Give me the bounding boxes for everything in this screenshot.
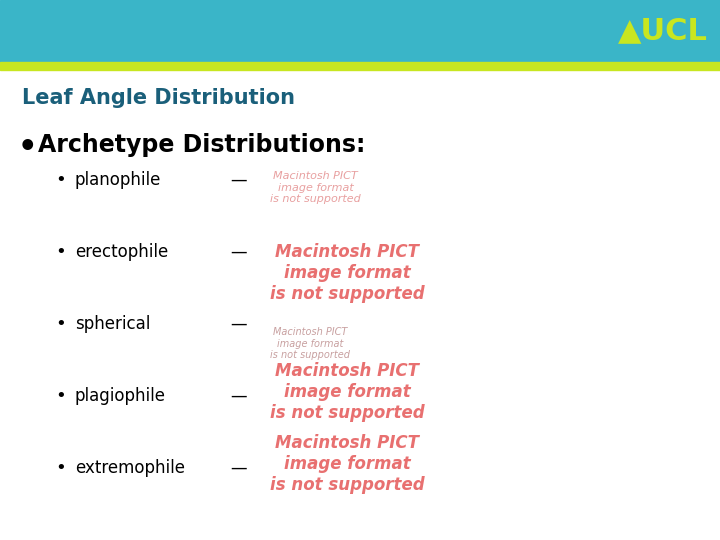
Text: spherical: spherical	[75, 315, 150, 333]
Text: •: •	[55, 171, 66, 189]
Text: •: •	[55, 243, 66, 261]
Text: Macintosh PICT
image format
is not supported: Macintosh PICT image format is not suppo…	[270, 171, 361, 204]
Text: Leaf Angle Distribution: Leaf Angle Distribution	[22, 88, 295, 108]
Text: •: •	[55, 387, 66, 405]
Text: Macintosh PICT
image format
is not supported: Macintosh PICT image format is not suppo…	[270, 327, 350, 360]
Text: Macintosh PICT
image format
is not supported: Macintosh PICT image format is not suppo…	[270, 243, 425, 302]
Text: —: —	[230, 459, 247, 477]
Text: ▲UCL: ▲UCL	[618, 17, 708, 45]
Text: —: —	[230, 387, 247, 405]
Text: extremophile: extremophile	[75, 459, 185, 477]
Text: plagiophile: plagiophile	[75, 387, 166, 405]
Text: planophile: planophile	[75, 171, 161, 189]
Text: —: —	[230, 243, 247, 261]
Bar	[0, 62, 720, 70]
Text: Macintosh PICT
image format
is not supported: Macintosh PICT image format is not suppo…	[270, 434, 425, 494]
Text: •: •	[55, 315, 66, 333]
Text: Archetype Distributions:: Archetype Distributions:	[38, 133, 365, 157]
Text: —: —	[230, 171, 247, 189]
Text: —: —	[230, 315, 247, 333]
Text: erectophile: erectophile	[75, 243, 168, 261]
Text: Macintosh PICT
image format
is not supported: Macintosh PICT image format is not suppo…	[270, 362, 425, 422]
Text: •: •	[55, 459, 66, 477]
Text: •: •	[18, 133, 37, 162]
Bar	[0, 0, 720, 62]
